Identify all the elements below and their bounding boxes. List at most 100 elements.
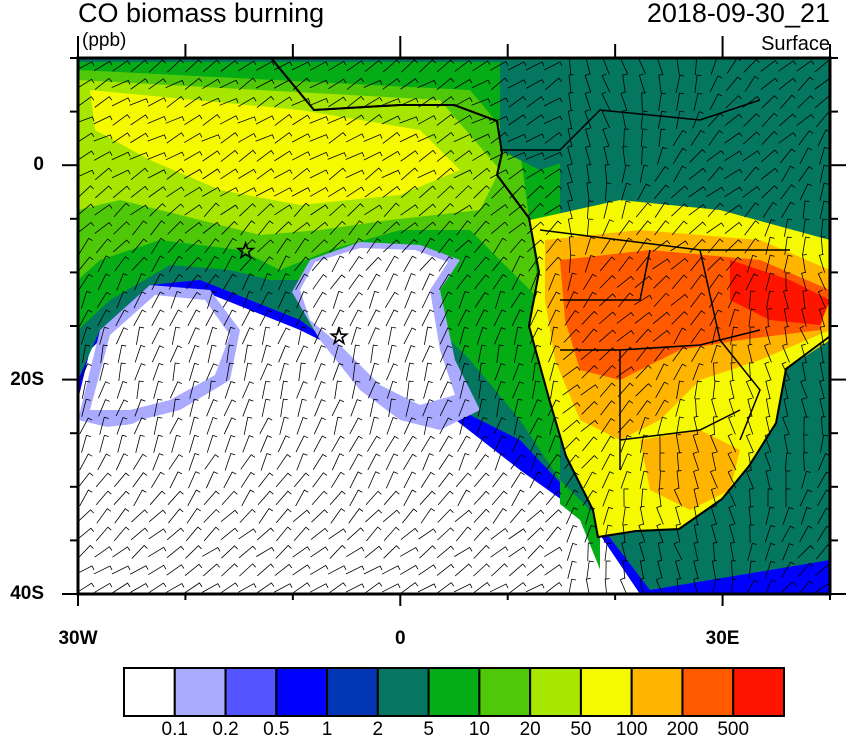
wind-barb bbox=[457, 255, 471, 273]
wind-barb bbox=[169, 417, 183, 435]
wind-barb bbox=[240, 220, 256, 236]
wind-barb bbox=[352, 362, 360, 381]
wind-barb bbox=[471, 79, 491, 89]
wind-barb bbox=[115, 309, 129, 327]
wind-barb bbox=[365, 220, 382, 236]
wind-barb bbox=[761, 112, 778, 128]
wind-barb bbox=[802, 290, 808, 309]
wind-barb bbox=[581, 328, 598, 344]
wind-barb bbox=[255, 187, 275, 197]
wind-barb bbox=[168, 255, 183, 272]
wind-barb bbox=[219, 79, 239, 89]
wind-barb bbox=[473, 238, 490, 254]
wind-barb bbox=[456, 274, 472, 290]
wind-barb bbox=[490, 546, 509, 558]
wind-barb bbox=[273, 61, 293, 71]
wind-barb bbox=[817, 271, 827, 291]
wind-barb bbox=[724, 168, 743, 180]
wind-barb bbox=[439, 327, 453, 345]
wind-barb bbox=[545, 256, 562, 271]
wind-barb bbox=[744, 238, 760, 254]
wind-barb bbox=[349, 417, 363, 435]
wind-barb bbox=[635, 383, 652, 397]
wind-barb bbox=[657, 416, 667, 435]
wind-barb bbox=[689, 238, 706, 253]
wind-barb bbox=[585, 127, 591, 147]
wind-barb bbox=[493, 435, 507, 453]
wind-barb bbox=[728, 397, 736, 417]
wind-barb bbox=[659, 452, 665, 472]
wind-barb bbox=[473, 220, 490, 236]
wind-barb bbox=[165, 116, 185, 124]
colorbar-swatch bbox=[275, 667, 329, 717]
wind-barb bbox=[382, 131, 401, 144]
wind-barb bbox=[454, 204, 473, 216]
wind-barb bbox=[436, 95, 455, 108]
wind-barb bbox=[494, 452, 506, 471]
y-tick-label: 40S bbox=[10, 583, 44, 604]
land-field-orange-south bbox=[640, 430, 740, 510]
wind-barb bbox=[94, 96, 113, 108]
wind-barb bbox=[586, 560, 594, 579]
wind-barb bbox=[820, 434, 829, 453]
wind-barb bbox=[550, 326, 559, 345]
wind-barb bbox=[292, 582, 311, 594]
wind-barb bbox=[603, 200, 613, 219]
wind-barb bbox=[496, 344, 504, 363]
wind-barb bbox=[184, 77, 203, 90]
wind-barb bbox=[184, 132, 203, 143]
wind-barb bbox=[819, 200, 829, 219]
wind-barb bbox=[147, 97, 167, 107]
wind-barb bbox=[111, 565, 131, 575]
wind-barb bbox=[130, 185, 149, 198]
wind-barb bbox=[291, 97, 311, 106]
wind-barb bbox=[599, 293, 616, 307]
wind-barb bbox=[364, 167, 383, 181]
wind-barb bbox=[544, 581, 563, 594]
wind-barb bbox=[349, 489, 363, 507]
wind-barb bbox=[747, 343, 753, 363]
wind-barb bbox=[94, 185, 113, 199]
wind-barb bbox=[134, 344, 146, 363]
wind-barb bbox=[818, 307, 826, 327]
wind-barb bbox=[238, 528, 257, 540]
wind-barb bbox=[118, 362, 126, 381]
wind-barb bbox=[784, 326, 790, 345]
wind-barb bbox=[566, 542, 578, 561]
wind-barb bbox=[440, 345, 452, 363]
wind-barb bbox=[489, 169, 509, 179]
wind-barb bbox=[165, 151, 185, 161]
wind-barb bbox=[510, 291, 525, 308]
wind-barb bbox=[405, 362, 415, 381]
wind-barb bbox=[437, 490, 454, 506]
wind-barb bbox=[382, 185, 401, 198]
wind-barb bbox=[580, 419, 599, 432]
wind-barb bbox=[328, 78, 347, 90]
wind-barb bbox=[747, 397, 753, 417]
wind-barb bbox=[566, 525, 578, 543]
wind-barb bbox=[133, 417, 147, 435]
wind-barb bbox=[764, 343, 772, 363]
wind-barb bbox=[439, 399, 453, 417]
wind-barb bbox=[328, 167, 347, 181]
wind-barb bbox=[652, 258, 671, 270]
wind-barb bbox=[220, 132, 239, 144]
wind-barb bbox=[298, 362, 306, 381]
wind-barb bbox=[581, 365, 598, 379]
wind-barb bbox=[676, 470, 682, 489]
wind-barb bbox=[206, 434, 218, 453]
wind-barb bbox=[330, 471, 345, 488]
wind-barb bbox=[151, 471, 165, 488]
wind-barb bbox=[116, 417, 128, 435]
wind-barb bbox=[765, 397, 771, 417]
wind-barb bbox=[327, 565, 347, 575]
wind-barb bbox=[529, 417, 543, 435]
wind-barb bbox=[820, 218, 828, 237]
wind-barb bbox=[147, 115, 167, 124]
wind-barb bbox=[473, 544, 490, 559]
wind-barb bbox=[744, 75, 759, 92]
wind-barb bbox=[653, 184, 670, 200]
wind-barb bbox=[724, 204, 743, 216]
wind-barb bbox=[622, 524, 628, 543]
wind-barb bbox=[746, 469, 754, 489]
